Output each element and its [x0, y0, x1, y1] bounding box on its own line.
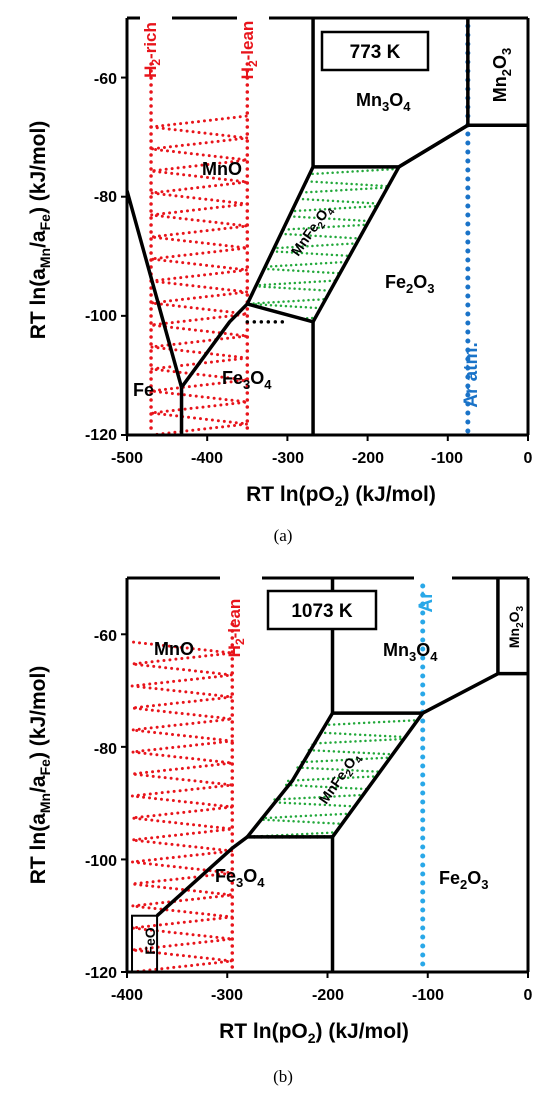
panel-caption-b: (b) [273, 1067, 293, 1086]
green-hatch-mnfe2o4 [247, 718, 423, 837]
phase-boundary [127, 190, 184, 388]
x-tick-label: 0 [524, 450, 533, 467]
x-tick-label: -100 [412, 987, 444, 1004]
x-axis-label: RT ln(pO2) (kJ/mol) [219, 1020, 409, 1046]
x-tick-label: -400 [191, 450, 223, 467]
line-label-h2-rich: H2-rich [141, 22, 163, 78]
feo-box [131, 914, 159, 972]
x-tick-label: -300 [272, 450, 304, 467]
x-tick-label: -300 [211, 987, 243, 1004]
y-tick-label: -60 [94, 71, 117, 88]
red-hatch-band [130, 640, 233, 972]
phase-boundary [421, 671, 528, 715]
x-tick-label: -200 [312, 987, 344, 1004]
x-axis-label: RT ln(pO2) (kJ/mol) [246, 483, 436, 509]
phase-label-fe3o4: Fe3O4 [222, 368, 272, 392]
temperature-label: 773 K [350, 42, 401, 63]
frame-a [121, 16, 530, 441]
x-tick-label: -400 [111, 987, 143, 1004]
line-label-ar-atm: Ar atm. [461, 342, 482, 407]
line-label-ar: Ar [416, 591, 437, 613]
panel-a: -60 -80 -100 -120 -500 -400 -300 -200 -1… [27, 16, 533, 545]
y-tick-label: -100 [85, 308, 117, 325]
plot-area-a [127, 18, 528, 435]
line-label-h2-lean: H2-lean [225, 599, 247, 658]
y-axis-label: RT ln(aMn/aFe) (kJ/mol) [27, 666, 53, 885]
phase-label-feo: FeO [142, 927, 158, 954]
temperature-box [320, 30, 430, 72]
phase-boundary [155, 835, 249, 918]
phase-boundary [331, 712, 425, 838]
phase-label-fe2o3: Fe2O3 [385, 272, 435, 296]
phase-label-mn2o3: Mn2O3 [490, 48, 514, 102]
red-hatch-band [149, 114, 249, 435]
temperature-label: 1073 K [291, 601, 353, 622]
phase-boundary [245, 712, 335, 839]
y-tick-label: -120 [85, 427, 117, 444]
y-tick-label: -100 [85, 853, 117, 870]
phase-label-mn2o3: Mn2O3 [506, 605, 526, 648]
y-tick-label: -80 [94, 741, 117, 758]
phase-boundary [397, 123, 528, 169]
phase-label-mn3o4: Mn3O4 [356, 90, 411, 114]
y-tick-label: -60 [94, 628, 117, 645]
phase-label-mno: MnO [154, 639, 194, 659]
phase-label-mno: MnO [202, 159, 242, 179]
phase-label-fe3o4: Fe3O4 [215, 866, 265, 890]
y-tick-label: -80 [94, 189, 117, 206]
phase-boundary [180, 302, 249, 389]
x-tick-label: -200 [352, 450, 384, 467]
phase-label-fe: Fe [133, 380, 154, 400]
x-tick-label: 0 [524, 987, 533, 1004]
panel-caption-a: (a) [274, 526, 293, 545]
y-axis-label: RT ln(aMn/aFe) (kJ/mol) [27, 121, 53, 340]
panel-b: -60 -80 -100 -120 -400 -300 -200 -100 0 … [27, 576, 533, 1086]
y-tick-label: -120 [85, 965, 117, 982]
x-tick-label: -100 [431, 450, 463, 467]
x-tick-label: -500 [111, 450, 143, 467]
phase-boundary [311, 166, 401, 323]
green-hatch-mnfe2o4 [247, 167, 399, 322]
temperature-box [266, 589, 378, 631]
frame-b [121, 576, 530, 978]
phase-label-mn3o4: Mn3O4 [383, 640, 438, 664]
line-label-h2-lean: H2-lean [238, 21, 260, 80]
phase-label-fe2o3: Fe2O3 [439, 868, 489, 892]
phase-boundary [245, 123, 469, 305]
plot-area-b [130, 578, 528, 972]
